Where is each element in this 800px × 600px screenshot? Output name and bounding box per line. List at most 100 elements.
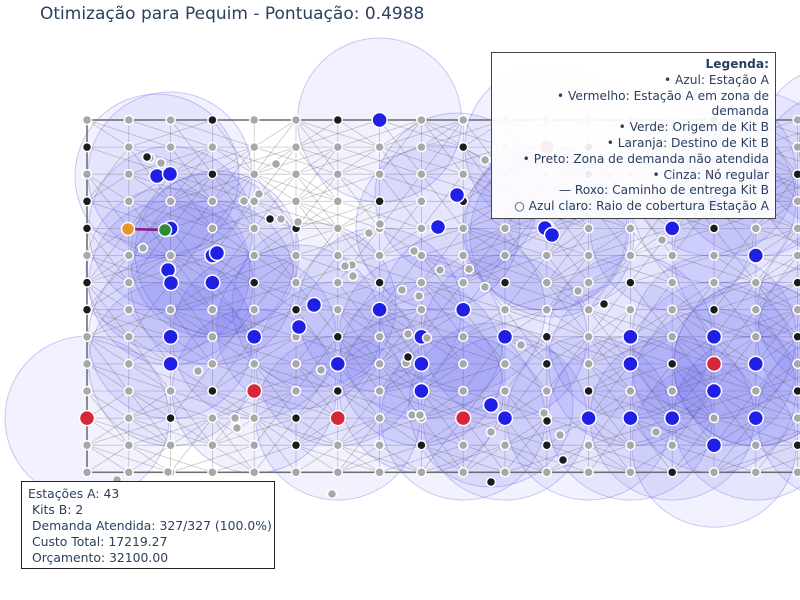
- network-edge: [421, 119, 464, 175]
- network-edge: [253, 309, 297, 338]
- legend-item-kit-path: — Roxo: Caminho de entrega Kit B: [558, 183, 769, 198]
- legend-item-coverage: ○ Azul claro: Raio de cobertura Estação …: [514, 199, 769, 214]
- station-a-node: [371, 111, 388, 129]
- regular-node: [248, 141, 260, 153]
- regular-node: [416, 467, 427, 478]
- network-edge: [755, 294, 800, 311]
- network-edge: [421, 282, 464, 311]
- network-edge: [546, 336, 589, 365]
- regular-node: [583, 277, 594, 288]
- network-edge: [588, 363, 631, 419]
- network-edge: [86, 255, 130, 283]
- regular-node: [434, 264, 446, 276]
- network-edge: [588, 255, 631, 283]
- regular-node: [192, 365, 204, 377]
- station-a-node: [413, 355, 430, 373]
- unserved-demand-node: [499, 277, 511, 288]
- network-edge: [755, 336, 798, 365]
- network-edge: [421, 309, 464, 365]
- network-edge: [86, 444, 171, 473]
- station-a-node: [162, 355, 179, 373]
- network-edge: [755, 430, 800, 446]
- regular-node: [792, 250, 800, 261]
- regular-node: [625, 304, 636, 315]
- network-edge: [588, 336, 631, 392]
- network-edge: [212, 336, 297, 365]
- network-edge: [254, 363, 338, 392]
- legend-item-kit-destination: • Laranja: Destino de Kit B: [606, 135, 769, 150]
- regular-node: [416, 168, 427, 180]
- network-edge: [86, 336, 130, 392]
- network-edge: [504, 417, 548, 473]
- network-edge: [546, 255, 589, 310]
- network-edge: [546, 255, 589, 310]
- network-edge: [588, 444, 673, 473]
- network-edge: [86, 255, 171, 283]
- network-edge: [379, 119, 422, 175]
- network-edge: [337, 444, 380, 473]
- network-edge: [295, 255, 380, 283]
- network-edge: [421, 282, 464, 338]
- unserved-demand-node: [557, 454, 569, 466]
- network-edge: [755, 282, 798, 338]
- regular-node: [499, 439, 511, 451]
- network-edge: [86, 119, 171, 148]
- unserved-demand-node: [81, 277, 93, 288]
- network-edge: [755, 390, 800, 406]
- regular-node: [123, 250, 135, 261]
- network-edge: [421, 336, 464, 392]
- network-edge: [546, 282, 589, 338]
- regular-node: [583, 439, 594, 451]
- regular-node: [332, 467, 344, 478]
- network-edge: [546, 309, 589, 338]
- unserved-demand-node: [625, 277, 636, 288]
- regular-node: [374, 439, 385, 451]
- legend: Legenda: • Azul: Estação A • Vermelho: E…: [491, 52, 776, 219]
- network-edge: [546, 417, 631, 446]
- network-edge: [546, 417, 589, 446]
- network-edge: [588, 228, 631, 256]
- network-edge: [337, 228, 380, 283]
- network-edge: [295, 173, 339, 229]
- regular-node: [750, 385, 762, 397]
- regular-node: [414, 409, 426, 421]
- network-edge: [254, 200, 338, 229]
- network-edge: [588, 417, 631, 446]
- regular-node: [416, 250, 427, 261]
- network-edge: [128, 119, 213, 148]
- network-edge: [755, 228, 798, 283]
- network-edge: [212, 309, 297, 338]
- network-edge: [588, 309, 673, 338]
- network-edge: [588, 363, 673, 392]
- network-edge: [755, 376, 800, 392]
- regular-node: [541, 304, 553, 315]
- network-edge: [212, 146, 255, 175]
- network-edge: [337, 444, 380, 473]
- network-edge: [588, 390, 673, 419]
- network-edge: [253, 336, 297, 365]
- network-edge: [671, 390, 715, 419]
- network-edge: [128, 228, 171, 283]
- network-edge: [337, 119, 422, 148]
- network-edge: [128, 390, 171, 419]
- regular-node: [625, 439, 636, 451]
- network-edge: [588, 255, 631, 310]
- station-a-node: [747, 247, 765, 264]
- unserved-demand-node: [81, 196, 93, 207]
- regular-node: [165, 385, 176, 397]
- network-edge: [755, 417, 800, 433]
- station-a-demand-node: [329, 409, 347, 427]
- regular-node: [499, 385, 511, 397]
- unserved-demand-node: [290, 439, 302, 451]
- unserved-demand-node: [248, 277, 260, 288]
- network-edge: [253, 417, 297, 473]
- station-a-node: [663, 220, 681, 237]
- regular-node: [750, 304, 762, 315]
- network-edge: [337, 363, 380, 392]
- network-edge: [630, 255, 715, 283]
- network-edge: [630, 363, 673, 419]
- network-edge: [462, 336, 506, 365]
- legend-item-station-demand: • Vermelho: Estação A em zona de demanda: [556, 88, 769, 119]
- network-edge: [504, 228, 589, 256]
- station-a-demand-node: [245, 382, 263, 400]
